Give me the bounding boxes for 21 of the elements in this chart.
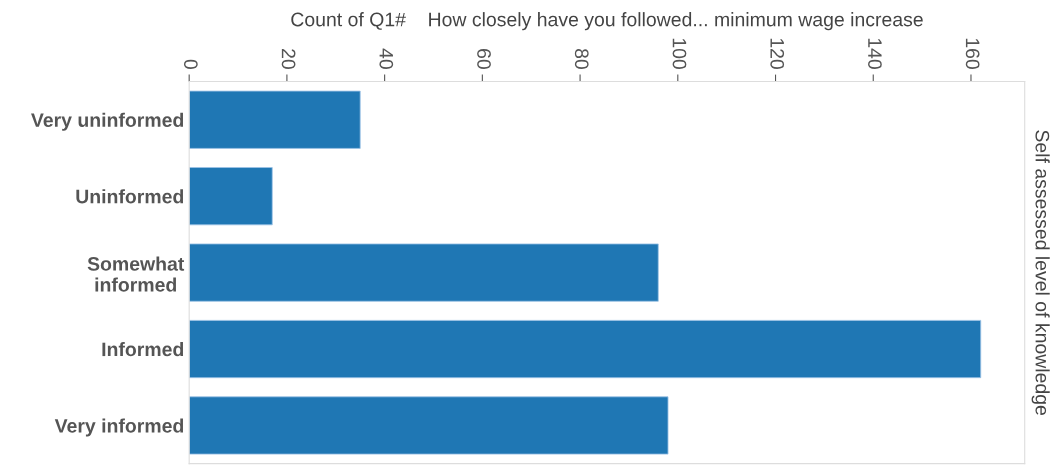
- bar: [189, 167, 273, 226]
- y-tick-label: Informed: [102, 341, 184, 357]
- x-tick-label: 100: [672, 38, 687, 69]
- bar: [189, 319, 982, 379]
- x-axis-title: Count of Q1# How closely have you followed... minimum wage increase: [291, 12, 923, 31]
- y-tick-label: Uninformed: [76, 189, 184, 204]
- y-axis-title: Self assessed level of knowledge: [1031, 130, 1050, 415]
- y-tick-label: Very uninformed: [31, 112, 184, 131]
- bar: [189, 396, 669, 455]
- bar: [189, 90, 361, 149]
- x-tick-label: 120: [770, 38, 785, 69]
- x-tick-label: 140: [868, 38, 882, 69]
- x-tick-label: 0: [183, 59, 198, 69]
- x-tick-label: 40: [379, 48, 394, 69]
- y-tick-label: Very informed: [54, 418, 184, 437]
- x-tick-label: 80: [574, 48, 589, 69]
- x-tick-label: 20: [281, 49, 296, 69]
- y-tick-label: Somewhat informed: [87, 256, 185, 292]
- x-tick-label: 160: [965, 38, 980, 69]
- x-tick-label: 60: [477, 49, 491, 69]
- bar: [189, 243, 659, 302]
